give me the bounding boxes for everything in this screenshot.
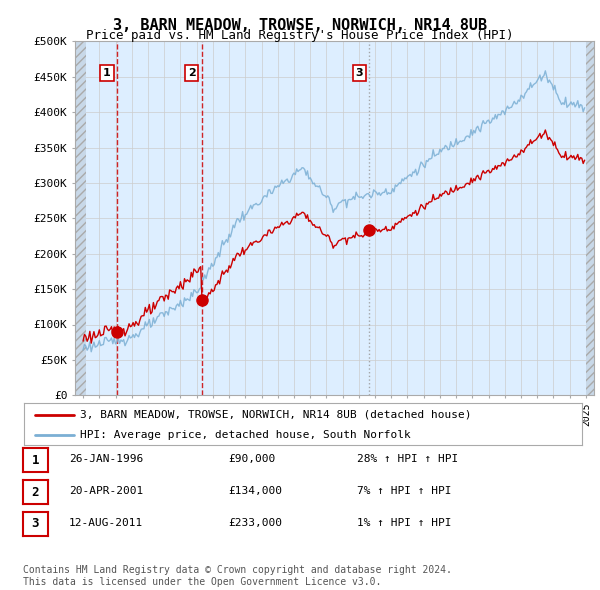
Text: £90,000: £90,000 [228, 454, 275, 464]
Text: 26-JAN-1996: 26-JAN-1996 [69, 454, 143, 464]
Text: 2: 2 [188, 68, 196, 78]
Bar [586, 41, 594, 395]
Text: 1: 1 [32, 454, 39, 467]
Text: 2: 2 [32, 486, 39, 499]
Text: Contains HM Land Registry data © Crown copyright and database right 2024.
This d: Contains HM Land Registry data © Crown c… [23, 565, 452, 587]
Text: 3, BARN MEADOW, TROWSE, NORWICH, NR14 8UB (detached house): 3, BARN MEADOW, TROWSE, NORWICH, NR14 8U… [80, 410, 472, 420]
Text: 3: 3 [355, 68, 363, 78]
Text: 3, BARN MEADOW, TROWSE, NORWICH, NR14 8UB: 3, BARN MEADOW, TROWSE, NORWICH, NR14 8U… [113, 18, 487, 32]
Text: Price paid vs. HM Land Registry's House Price Index (HPI): Price paid vs. HM Land Registry's House … [86, 30, 514, 42]
Text: 1: 1 [103, 68, 111, 78]
Text: HPI: Average price, detached house, South Norfolk: HPI: Average price, detached house, Sout… [80, 430, 410, 440]
Text: 12-AUG-2011: 12-AUG-2011 [69, 518, 143, 527]
Text: 3: 3 [32, 517, 39, 530]
Text: £233,000: £233,000 [228, 518, 282, 527]
Text: 1% ↑ HPI ↑ HPI: 1% ↑ HPI ↑ HPI [357, 518, 452, 527]
Text: 7% ↑ HPI ↑ HPI: 7% ↑ HPI ↑ HPI [357, 486, 452, 496]
Text: 28% ↑ HPI ↑ HPI: 28% ↑ HPI ↑ HPI [357, 454, 458, 464]
Text: £134,000: £134,000 [228, 486, 282, 496]
Bar [75, 41, 86, 395]
Text: 20-APR-2001: 20-APR-2001 [69, 486, 143, 496]
